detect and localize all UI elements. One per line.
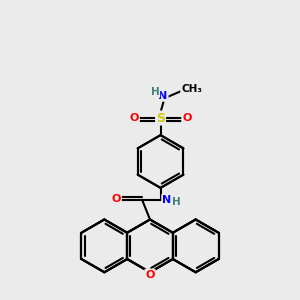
Text: O: O — [112, 194, 121, 204]
Text: H: H — [172, 197, 180, 207]
Text: O: O — [182, 113, 191, 123]
Text: H: H — [151, 87, 159, 97]
Text: O: O — [145, 270, 155, 280]
Text: CH₃: CH₃ — [181, 84, 202, 94]
Text: S: S — [156, 112, 165, 124]
Text: N: N — [162, 195, 171, 205]
Text: O: O — [130, 113, 139, 123]
Text: N: N — [158, 91, 168, 101]
